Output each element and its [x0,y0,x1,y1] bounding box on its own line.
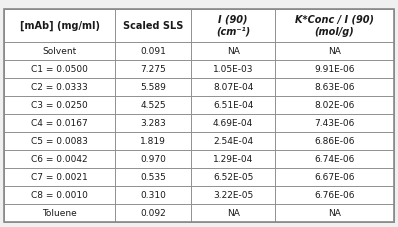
Bar [191,96,275,114]
Text: 1.29E-04: 1.29E-04 [213,155,253,164]
Text: 2.54E-04: 2.54E-04 [213,137,253,146]
Bar [4,132,115,150]
Text: 6.76E-06: 6.76E-06 [314,191,355,200]
Text: K*Conc / I (90)
(mol/g): K*Conc / I (90) (mol/g) [295,15,374,37]
Text: C6 = 0.0042: C6 = 0.0042 [31,155,88,164]
Bar [4,186,115,205]
Text: C4 = 0.0167: C4 = 0.0167 [31,119,88,128]
Text: 0.092: 0.092 [140,209,166,218]
Text: 3.22E-05: 3.22E-05 [213,191,253,200]
Bar [191,132,275,150]
Bar [191,186,275,205]
Text: 1.05E-03: 1.05E-03 [213,65,254,74]
Text: NA: NA [328,209,341,218]
Text: 6.67E-06: 6.67E-06 [314,173,355,182]
Text: [mAb] (mg/ml): [mAb] (mg/ml) [20,20,100,31]
Bar [4,9,115,42]
Bar [4,114,115,132]
Bar [191,42,275,60]
Text: 3.283: 3.283 [140,119,166,128]
Bar [191,205,275,222]
Text: 8.63E-06: 8.63E-06 [314,83,355,92]
Text: 0.535: 0.535 [140,173,166,182]
Bar [115,60,191,78]
Bar [275,96,394,114]
Bar [4,42,115,60]
Text: 0.310: 0.310 [140,191,166,200]
Bar [275,186,394,205]
Bar [191,114,275,132]
Bar [275,205,394,222]
Bar [115,42,191,60]
Text: 7.43E-06: 7.43E-06 [314,119,355,128]
Text: 1.819: 1.819 [140,137,166,146]
Text: 4.525: 4.525 [140,101,166,110]
Text: C3 = 0.0250: C3 = 0.0250 [31,101,88,110]
Text: NA: NA [328,47,341,56]
Bar [191,168,275,186]
Text: 0.091: 0.091 [140,47,166,56]
Text: NA: NA [227,209,240,218]
Bar [115,114,191,132]
Bar [115,78,191,96]
Text: 6.86E-06: 6.86E-06 [314,137,355,146]
Text: Scaled SLS: Scaled SLS [123,21,183,31]
Bar [275,42,394,60]
Text: C8 = 0.0010: C8 = 0.0010 [31,191,88,200]
Text: 5.589: 5.589 [140,83,166,92]
Text: Solvent: Solvent [43,47,77,56]
Text: 9.91E-06: 9.91E-06 [314,65,355,74]
Bar [4,168,115,186]
Bar [115,168,191,186]
Text: 4.69E-04: 4.69E-04 [213,119,253,128]
Bar [191,150,275,168]
Bar [4,150,115,168]
Text: C7 = 0.0021: C7 = 0.0021 [31,173,88,182]
Bar [191,78,275,96]
Text: Toluene: Toluene [42,209,77,218]
Bar [4,205,115,222]
Text: 6.74E-06: 6.74E-06 [314,155,355,164]
Bar [275,114,394,132]
Text: 8.07E-04: 8.07E-04 [213,83,253,92]
Text: 8.02E-06: 8.02E-06 [314,101,355,110]
Bar [275,9,394,42]
Bar [191,60,275,78]
Bar [4,60,115,78]
Text: 7.275: 7.275 [140,65,166,74]
Bar [275,132,394,150]
Bar [275,150,394,168]
Bar [115,150,191,168]
Text: 0.970: 0.970 [140,155,166,164]
Bar [275,168,394,186]
Bar [115,9,191,42]
Bar [4,78,115,96]
Bar [4,96,115,114]
Bar [115,205,191,222]
Text: C1 = 0.0500: C1 = 0.0500 [31,65,88,74]
Text: C5 = 0.0083: C5 = 0.0083 [31,137,88,146]
Bar [275,78,394,96]
Text: I (90)
(cm⁻¹): I (90) (cm⁻¹) [216,15,250,37]
Text: 6.51E-04: 6.51E-04 [213,101,253,110]
Bar [115,132,191,150]
Text: 6.52E-05: 6.52E-05 [213,173,253,182]
Text: NA: NA [227,47,240,56]
Bar [115,186,191,205]
Text: C2 = 0.0333: C2 = 0.0333 [31,83,88,92]
Bar [275,60,394,78]
Bar [115,96,191,114]
Bar [191,9,275,42]
